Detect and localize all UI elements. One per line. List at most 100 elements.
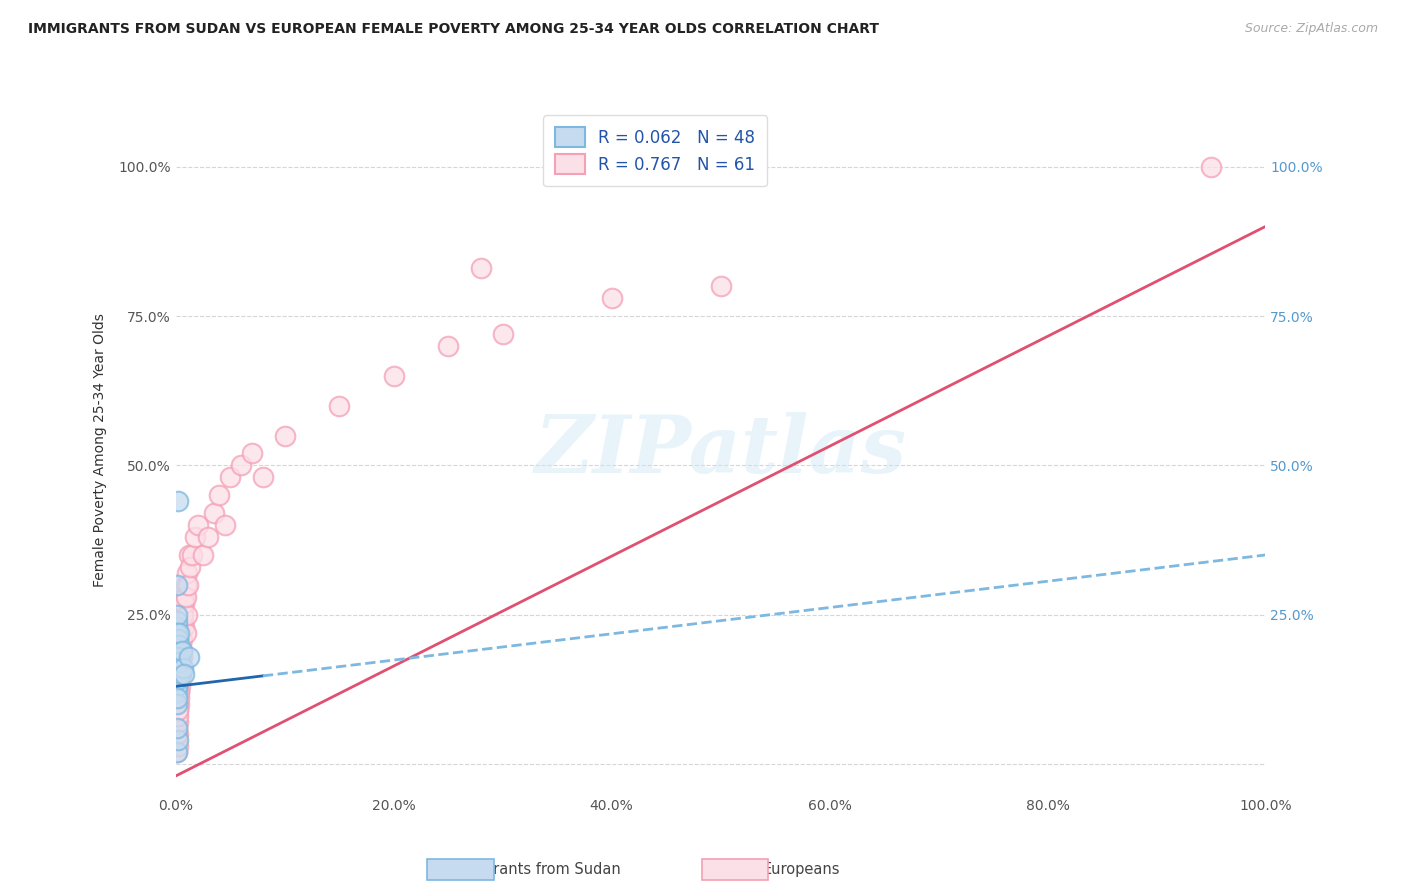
Point [169,679,191,693]
Point [177,578,200,592]
Text: Source: ZipAtlas.com: Source: ZipAtlas.com [1244,22,1378,36]
Point [173,620,195,634]
Point [252,470,274,484]
Point [176,566,198,580]
Point [167,709,190,723]
Point [186,518,209,533]
Point [167,643,190,657]
Point [167,733,190,747]
Point [166,632,188,646]
Point [173,596,195,610]
Point [166,643,188,657]
Point [169,649,191,664]
Point [172,632,194,646]
Point [166,685,188,699]
Point [166,638,188,652]
Point [191,548,214,562]
Point [172,643,194,657]
Point [167,691,190,706]
Point [174,578,197,592]
Point [167,638,190,652]
Point [166,620,188,634]
Point [710,279,733,293]
Point [167,673,190,688]
Point [197,530,219,544]
Point [166,679,188,693]
Point [167,661,190,675]
Point [600,291,623,305]
Point [170,638,193,652]
Point [202,506,225,520]
Point [167,649,190,664]
Point [167,715,190,730]
FancyBboxPatch shape [702,859,768,880]
Point [167,656,190,670]
Point [172,614,194,628]
Point [166,745,188,759]
Point [169,656,191,670]
Point [181,548,204,562]
Point [167,739,190,753]
Point [166,709,188,723]
Point [177,548,200,562]
Point [166,625,188,640]
Point [166,721,188,735]
Point [172,649,194,664]
Point [173,590,195,604]
Point [166,661,188,675]
Text: IMMIGRANTS FROM SUDAN VS EUROPEAN FEMALE POVERTY AMONG 25-34 YEAR OLDS CORRELATI: IMMIGRANTS FROM SUDAN VS EUROPEAN FEMALE… [28,22,879,37]
Point [166,614,188,628]
Point [167,649,190,664]
Point [166,691,188,706]
Point [170,667,193,681]
Point [169,661,191,675]
Point [470,261,492,276]
Point [166,745,188,759]
Point [184,530,207,544]
Y-axis label: Female Poverty Among 25-34 Year Olds: Female Poverty Among 25-34 Year Olds [93,313,107,588]
Point [167,703,190,717]
Text: Immigrants from Sudan: Immigrants from Sudan [447,863,621,877]
Legend: R = 0.062   N = 48, R = 0.767   N = 61: R = 0.062 N = 48, R = 0.767 N = 61 [543,115,768,186]
Point [172,607,194,622]
Point [274,428,297,442]
Point [166,715,188,730]
Point [169,656,191,670]
Point [169,656,191,670]
Point [1199,160,1222,174]
Point [170,667,193,681]
Point [172,643,194,657]
Point [166,727,188,741]
Point [172,601,194,615]
Point [167,643,190,657]
Point [167,667,190,681]
Point [231,458,253,473]
Point [167,667,190,681]
Point [166,625,188,640]
Point [214,518,236,533]
Point [167,661,190,675]
Point [172,661,194,675]
Point [328,399,350,413]
Point [208,488,231,502]
Point [167,649,190,664]
Point [174,625,197,640]
Point [167,632,190,646]
Point [382,368,405,383]
Point [437,339,460,353]
Point [166,733,188,747]
Point [167,638,190,652]
Point [170,625,193,640]
Point [167,685,190,699]
Point [167,703,190,717]
Point [167,625,190,640]
Point [177,649,200,664]
Point [167,698,190,712]
Text: Europeans: Europeans [762,863,841,877]
Point [166,578,188,592]
Point [174,590,197,604]
Point [166,721,188,735]
Point [167,673,190,688]
Point [166,656,188,670]
Point [167,685,190,699]
